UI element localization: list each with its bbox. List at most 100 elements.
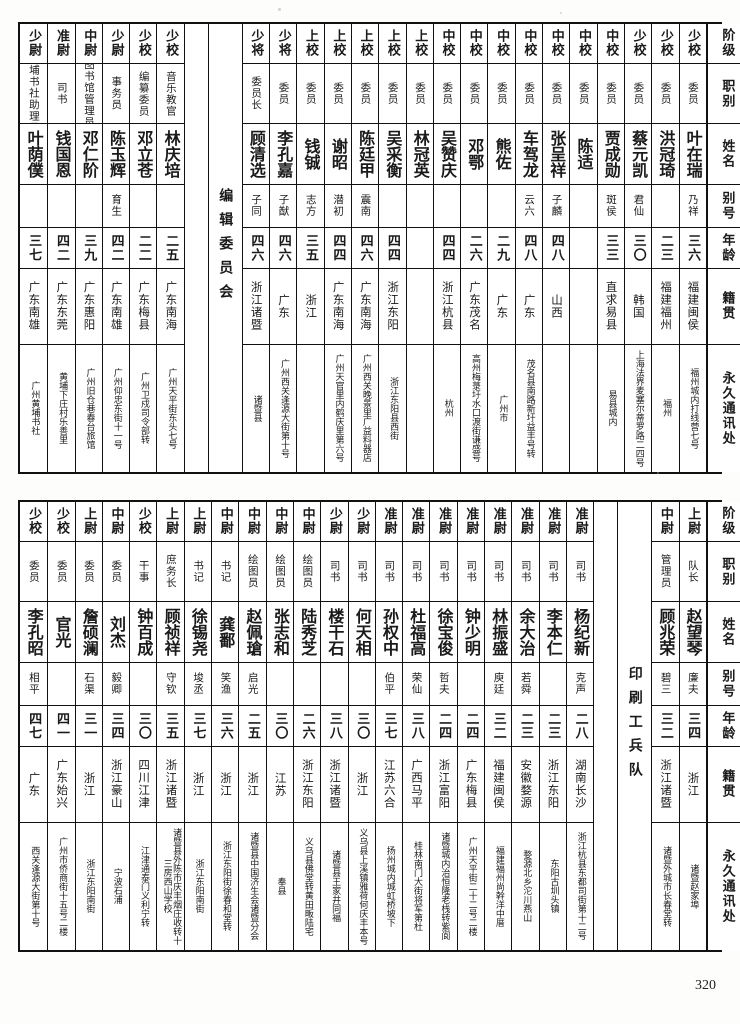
cell-duty: 委员: [488, 62, 515, 123]
cell-address: 诸暨赵家埠: [679, 821, 706, 950]
cell-rank: 中校: [521, 29, 537, 58]
cell-age: 三二: [485, 704, 512, 746]
cell-name: 余大治: [512, 601, 539, 661]
cell-rank: 少将: [248, 29, 264, 58]
cell-duty: 管理员: [652, 540, 679, 601]
cell-alias: 震南: [351, 183, 379, 227]
cell-alias: [488, 183, 515, 227]
cell-duty: 司书: [48, 62, 75, 123]
cell-duty: 委员长: [242, 62, 270, 123]
page-number: 320: [695, 978, 716, 993]
cell-age: 三〇: [348, 704, 375, 746]
cell-age: 二六: [293, 704, 321, 746]
cell-alias: 碧三: [652, 661, 679, 705]
cell-native: 浙江诸暨: [321, 745, 348, 822]
cell-rank: 少尉: [26, 29, 42, 58]
roster-entry-column: 准尉 司书 钟少明 二四 广东梅县 广州天平街二十二号二楼: [456, 502, 485, 950]
cell-name: 钟少明: [457, 601, 485, 661]
cell-duty: 司书: [566, 540, 594, 601]
cell-rank: 少校: [26, 507, 42, 536]
cell-address: 广州卫戍司令部转: [130, 343, 157, 472]
cell-native: 浙江: [239, 745, 266, 822]
cell-rank: 中尉: [272, 507, 288, 536]
cell-name: 张呈祥: [543, 123, 570, 183]
cell-rank: 准尉: [490, 507, 506, 536]
cell-age: 四四: [379, 226, 406, 268]
cell-native: 广东: [515, 267, 543, 344]
cell-name: 陈廷甲: [351, 123, 379, 183]
column-spacer: [183, 24, 208, 472]
cell-rank: 中校: [466, 29, 482, 58]
roster-entry-column: 准尉 司书 杜福高 荣仙 三八 广西马平 桂林南门大街将军第杜: [402, 502, 430, 950]
roster-entry-column: 中尉 书记 龚鄱 笑渔 三六 浙江 浙江东阳街徐春和堂转: [211, 502, 239, 950]
cell-alias: [433, 183, 461, 227]
cell-name: 钱国恩: [48, 123, 75, 183]
roster-entry-column: 上校 委员 谢昭 潜初 四四 广东南海 广州天官里内鹤庆里第六号: [323, 24, 351, 472]
roster-entry-column: 上尉 队长 赵望琴 廉夫 三四 浙江 诸暨赵家埠: [678, 502, 706, 950]
cell-alias: 哲夫: [430, 661, 457, 705]
cell-duty: 委员: [102, 540, 130, 601]
cell-name: 杜福高: [403, 601, 430, 661]
cell-duty: 委员: [461, 62, 488, 123]
roster-entry-column: 中尉 绘图员 赵佩瑲 启光 二五 浙江 诸暨县中国济生会诸暨分会: [238, 502, 266, 950]
cell-alias: [457, 661, 485, 705]
cell-alias: 潜初: [324, 183, 351, 227]
cell-native: [406, 267, 433, 344]
cell-address: 诸暨县外陈市庆丰烟庄收转十三房西山学校: [157, 821, 184, 950]
cell-address: 浙江杭县东都司街第十二号: [566, 821, 594, 950]
cell-address: 诸暨县王家井同福: [321, 821, 348, 950]
cell-address: 桂林南门大街将军第杜: [403, 821, 430, 950]
cell-age: 三六: [679, 226, 706, 268]
cell-name: 邓立苍: [130, 123, 157, 183]
cell-alias: [48, 183, 75, 227]
cell-native: 广东梅县: [457, 745, 485, 822]
cell-rank: 中尉: [81, 29, 97, 58]
cell-alias: 毅卿: [102, 661, 130, 705]
roster-entry-column: 中尉 管理员 顾兆荣 碧三 三二 浙江诸暨 诸暨外城市长春堂转: [651, 502, 679, 950]
cell-name: 洪冠琦: [652, 123, 679, 183]
cell-native: 浙江豪山: [102, 745, 130, 822]
cell-address: 诸暨县: [242, 343, 270, 472]
cell-age: 四八: [515, 226, 543, 268]
cell-native: 福建闽侯: [485, 745, 512, 822]
cell-alias: 育生: [102, 183, 130, 227]
cell-address: [543, 343, 570, 472]
cell-age: 四六: [270, 226, 297, 268]
cell-age: 三九: [75, 226, 102, 268]
cell-age: 四二: [102, 226, 130, 268]
cell-name: 车驾龙: [515, 123, 543, 183]
cell-address: [406, 343, 433, 472]
cell-name: 楼干石: [321, 601, 348, 661]
cell-native: 福建闽侯: [679, 267, 706, 344]
cell-rank: 准尉: [381, 507, 397, 536]
cell-native: 广东始兴: [48, 745, 75, 822]
cell-duty: 图书馆管理员: [75, 62, 102, 123]
cell-age: 四七: [20, 704, 48, 746]
roster-entry-column: 准尉 司书 钱国恩 四二 广东东莞 黄埔下庄村乐善里: [47, 24, 75, 472]
cell-age: 四二: [48, 226, 75, 268]
cell-rank: 中校: [548, 29, 564, 58]
cell-alias: 守钦: [157, 661, 184, 705]
cell-duty: 绘图员: [266, 540, 293, 601]
cell-address: 上海法界麦塞尔蒂罗路二四号: [624, 343, 652, 472]
cell-alias: [20, 183, 48, 227]
roster-entry-column: 少校 委员 洪冠琦 二三 福建福州 福州: [651, 24, 679, 472]
roster-entry-column: 上校 委员 钱铖 志方 三五 浙江: [296, 24, 324, 472]
cell-duty: 委员: [433, 62, 461, 123]
roster-entry-column: 少校 委员 李孔昭 相平 四七 广东 西关逢源大街第十号: [20, 502, 48, 950]
cell-duty: 书记: [212, 540, 239, 601]
cell-address: 福建福州尚幹洋中厝: [485, 821, 512, 950]
cell-age: 四八: [543, 226, 570, 268]
cell-duty: 司书: [403, 540, 430, 601]
cell-age: 三五: [157, 704, 184, 746]
cell-name: 孙权中: [375, 601, 403, 661]
cell-age: 二九: [488, 226, 515, 268]
roster-entry-column: 上尉 庶务长 顾祯祥 守钦 三五 浙江诸暨 诸暨县外陈市庆丰烟庄收转十三房西山学校: [156, 502, 184, 950]
cell-alias: [321, 661, 348, 705]
cell-native: 广东茂名: [461, 267, 488, 344]
cell-address: 广州市: [488, 343, 515, 472]
cell-name: 何天相: [348, 601, 375, 661]
cell-native: 浙江诸暨: [652, 745, 679, 822]
cell-duty: 委员: [543, 62, 570, 123]
